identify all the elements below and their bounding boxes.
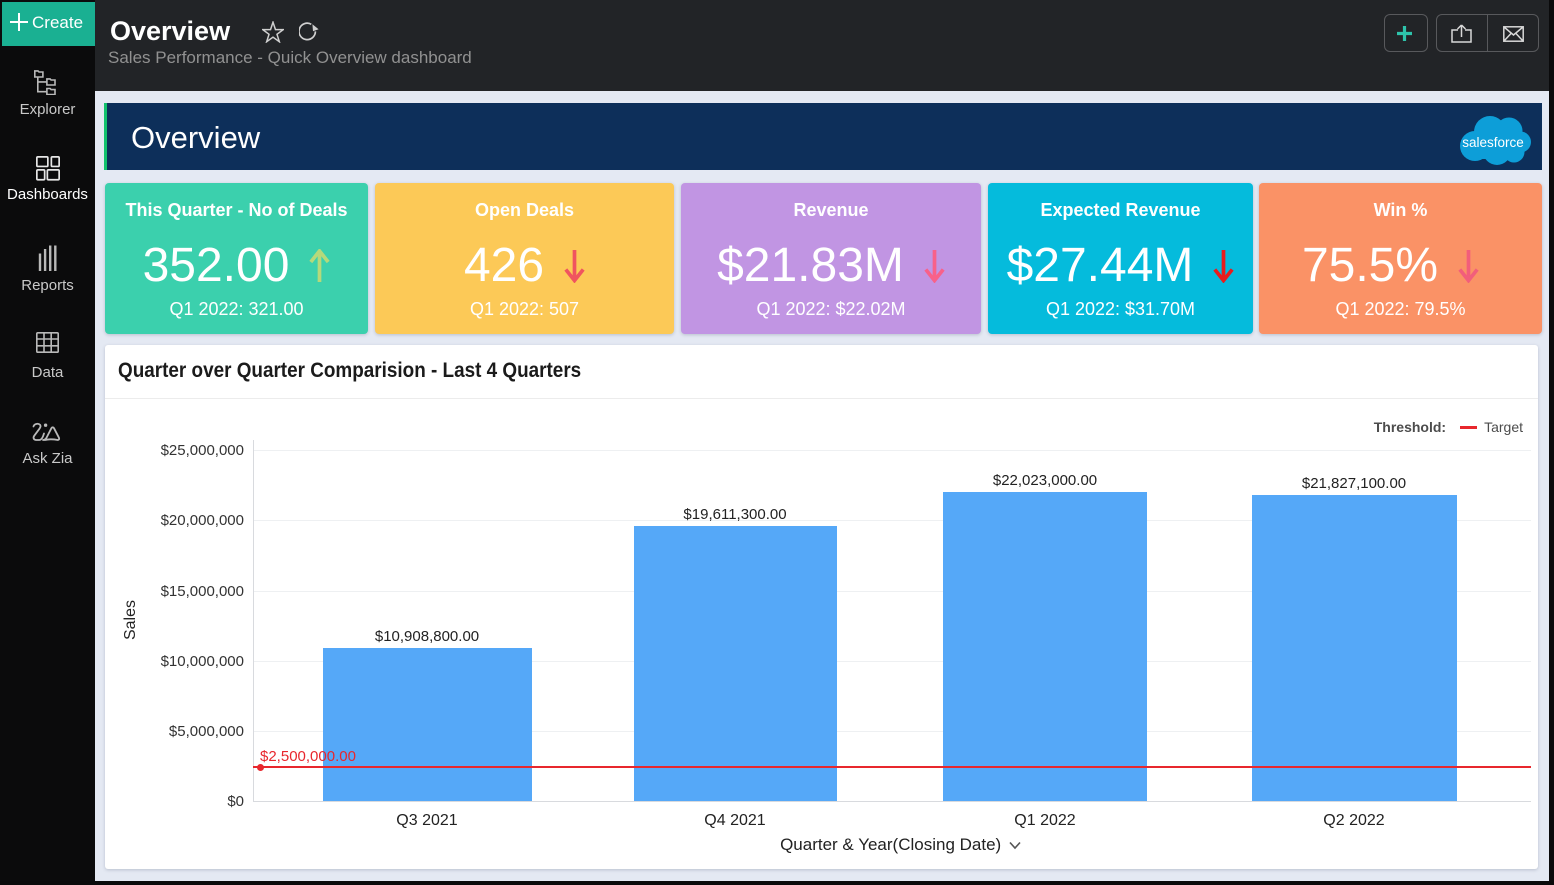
svg-text:salesforce: salesforce <box>1462 135 1524 150</box>
